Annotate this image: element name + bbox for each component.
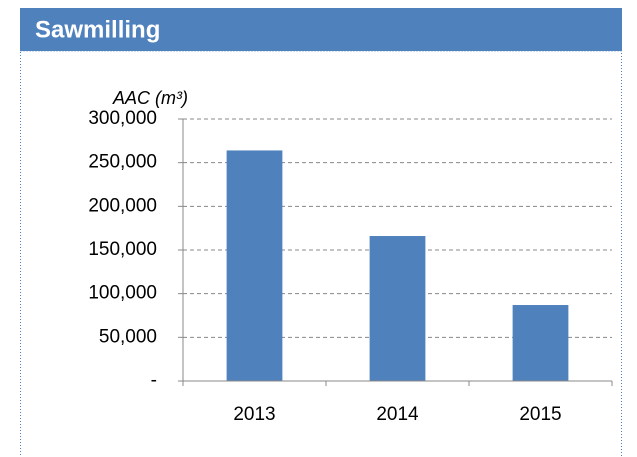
header-bar bbox=[20, 8, 622, 51]
x-tick-label: 2014 bbox=[376, 404, 419, 425]
bar bbox=[369, 236, 426, 381]
bar bbox=[226, 150, 283, 381]
y-tick-label: 150,000 bbox=[88, 239, 157, 260]
y-tick-label: 50,000 bbox=[99, 326, 157, 347]
y-tick-label: 300,000 bbox=[88, 108, 157, 129]
y-tick-label: 200,000 bbox=[88, 195, 157, 216]
x-tick-label: 2013 bbox=[233, 404, 275, 425]
bar bbox=[512, 305, 569, 381]
y-axis-label: AAC (m³) bbox=[112, 88, 188, 108]
panel-border bbox=[20, 50, 622, 457]
y-tick-label: 100,000 bbox=[88, 283, 157, 304]
y-tick-label: - bbox=[151, 370, 157, 391]
x-tick-label: 2015 bbox=[519, 404, 561, 425]
y-tick-label: 250,000 bbox=[88, 152, 157, 173]
chart-title: Sawmilling bbox=[35, 16, 160, 43]
